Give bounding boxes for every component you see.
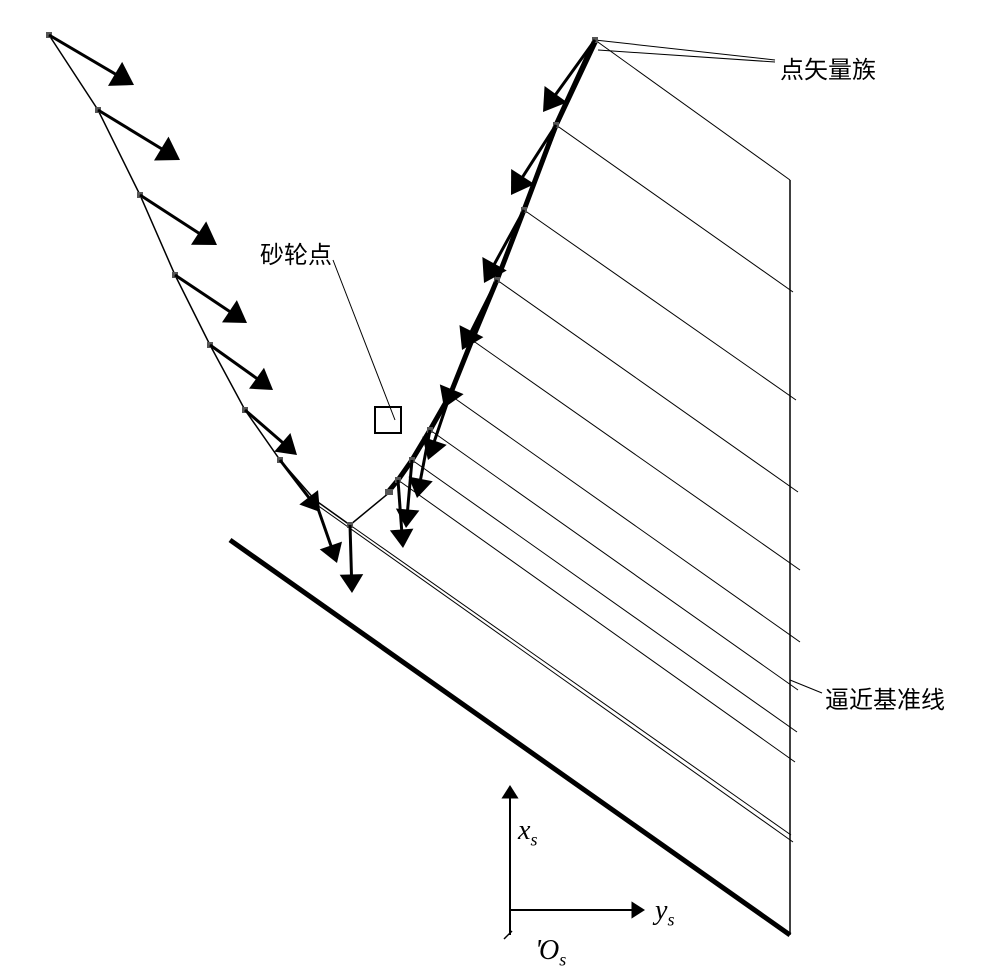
projection-line [524,210,796,400]
vector-arrow [350,525,352,582]
arrow-head-icon [390,529,414,548]
vector-arrow [315,500,333,553]
leader-line [333,260,395,420]
wheel-point-marker [375,407,401,433]
leader-line [790,680,822,693]
arrow-head-icon [409,477,433,498]
arrow-head-icon [108,62,134,86]
origin-label: 'Os [535,935,566,971]
curve-marker [385,489,391,495]
arrow-head-icon [340,574,364,593]
arrow-head-icon [274,433,297,455]
projection-line [472,340,800,570]
vector-arrow [490,210,524,272]
arrow-head-icon [222,300,247,323]
vector-arrow [210,345,263,383]
label-wheel-point: 砂轮点 [260,235,332,270]
axis-y-label: ys [655,895,674,931]
arrow-head-icon [191,221,217,245]
arrow-head-icon [501,785,518,799]
vector-arrow [398,480,402,537]
label-point-vector-family: 点矢量族 [780,50,876,85]
projection-line [430,430,798,690]
arrow-head-icon [631,901,645,918]
axis-x-label: xs [518,815,537,851]
projection-line [310,500,793,842]
vector-arrow [280,460,313,503]
vector-arrow [49,35,123,78]
arrow-head-icon [154,137,180,161]
leader-line [595,40,775,60]
projection-line [450,395,800,642]
projection-line [398,480,795,762]
arrow-head-icon [249,368,273,390]
vector-arrow [449,340,472,397]
label-baseline: 逼近基准线 [825,680,945,715]
vector-arrow [175,275,237,316]
vector-arrow [468,280,497,339]
diagram-svg [0,0,1000,976]
projection-line [412,460,797,732]
leader-line [598,50,775,62]
projection-line [556,125,793,292]
